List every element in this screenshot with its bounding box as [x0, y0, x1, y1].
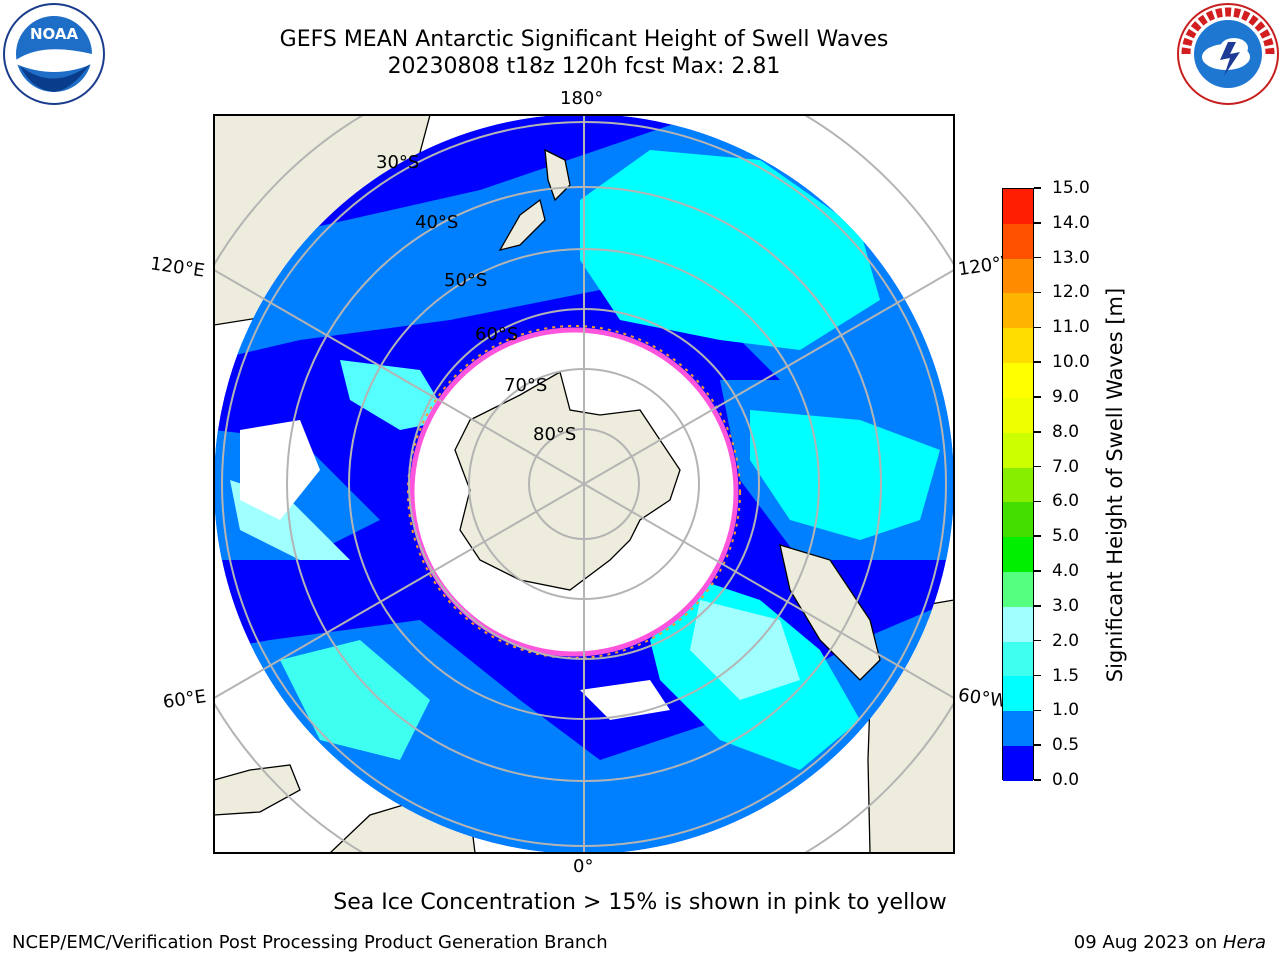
colorbar-tick-label: 6.0: [1052, 491, 1080, 512]
noaa-logo: NOAA: [3, 3, 105, 105]
colorbar-tick: [1034, 779, 1041, 781]
colorbar-tick-label: 5.0: [1052, 526, 1080, 547]
colorbar-segment: [1003, 293, 1033, 329]
colorbar-segment: [1003, 432, 1033, 468]
colorbar-tick: [1034, 639, 1041, 642]
colorbar-tick-label: 10.0: [1052, 352, 1090, 373]
map-title: GEFS MEAN Antarctic Significant Height o…: [279, 27, 889, 52]
lon-label-bottom: 0°: [573, 856, 594, 877]
colorbar-tick-label: 3.0: [1052, 595, 1080, 616]
colorbar-segment: [1003, 606, 1033, 642]
lat-label-30s: 30°S: [376, 152, 420, 173]
colorbar-tick: [1034, 605, 1041, 607]
colorbar-segment: [1003, 258, 1033, 294]
antarctica-land: [454, 371, 681, 591]
colorbar-tick-label: 8.0: [1052, 421, 1080, 442]
new-zealand-land: [498, 148, 571, 252]
colorbar-tick-label: 12.0: [1052, 282, 1090, 303]
colorbar-tick: [1034, 535, 1041, 537]
colorbar-tick-label: 1.5: [1052, 665, 1080, 686]
colorbar-segment: [1003, 363, 1033, 398]
lat-label-60s: 60°S: [475, 324, 519, 345]
colorbar-segment: [1003, 223, 1033, 259]
colorbar-label: Significant Height of Swell Waves [m]: [1103, 287, 1127, 683]
sea-ice-note: Sea Ice Concentration > 15% is shown in …: [333, 890, 947, 915]
colorbar-tick: [1034, 709, 1041, 712]
colorbar-tick: [1034, 187, 1041, 189]
colorbar-tick-label: 13.0: [1052, 247, 1090, 268]
nws-logo: [1177, 3, 1279, 105]
lat-label-80s: 80°S: [533, 424, 577, 445]
footer-credit: NCEP/EMC/Verification Post Processing Pr…: [12, 932, 608, 953]
map-subtitle: 20230808 t18z 120h fcst Max: 2.81: [387, 54, 781, 79]
colorbar-tick: [1034, 396, 1041, 398]
colorbar-tick-label: 14.0: [1052, 212, 1090, 233]
colorbar-tick: [1034, 431, 1041, 433]
svg-text:NOAA: NOAA: [30, 25, 79, 43]
colorbar-tick-label: 4.0: [1052, 561, 1080, 582]
colorbar-segment: [1003, 537, 1033, 572]
colorbar-segment: [1003, 189, 1033, 224]
lat-label-70s: 70°S: [504, 375, 548, 396]
colorbar-segment: [1003, 711, 1033, 746]
colorbar-tick: [1034, 361, 1041, 363]
colorbar-tick: [1034, 465, 1041, 468]
colorbar-segment: [1003, 746, 1033, 781]
footer-machine: Hera: [1222, 932, 1266, 953]
colorbar-tick: [1034, 744, 1041, 746]
colorbar-tick-label: 11.0: [1052, 317, 1090, 338]
colorbar-tick: [1034, 570, 1041, 572]
colorbar-tick: [1034, 326, 1041, 329]
colorbar-segment: [1003, 502, 1033, 538]
colorbar: [1002, 188, 1034, 781]
lat-label-40s: 40°S: [415, 212, 459, 233]
colorbar-tick-label: 9.0: [1052, 386, 1080, 407]
colorbar-tick-label: 1.0: [1052, 700, 1080, 721]
colorbar-tick: [1034, 256, 1041, 259]
lon-label-top: 180°: [560, 88, 604, 109]
colorbar-tick-label: 7.0: [1052, 456, 1080, 477]
footer-date-text: 09 Aug 2023 on: [1073, 932, 1223, 953]
colorbar-tick-label: 0.5: [1052, 735, 1080, 756]
colorbar-tick: [1034, 500, 1041, 503]
colorbar-segment: [1003, 641, 1033, 677]
colorbar-tick-label: 15.0: [1052, 178, 1090, 198]
footer-date: 09 Aug 2023 on Hera: [1074, 932, 1266, 953]
colorbar-tick-label: 2.0: [1052, 630, 1080, 651]
colorbar-segment: [1003, 467, 1033, 503]
colorbar-tick: [1034, 674, 1041, 677]
colorbar-tick: [1034, 222, 1041, 224]
colorbar-tick: [1034, 291, 1041, 294]
colorbar-segment: [1003, 571, 1033, 607]
colorbar-segment: [1003, 328, 1033, 364]
lat-label-50s: 50°S: [444, 270, 488, 291]
colorbar-segment: [1003, 676, 1033, 712]
colorbar-segment: [1003, 397, 1033, 433]
colorbar-tick-label: 0.0: [1052, 770, 1080, 790]
